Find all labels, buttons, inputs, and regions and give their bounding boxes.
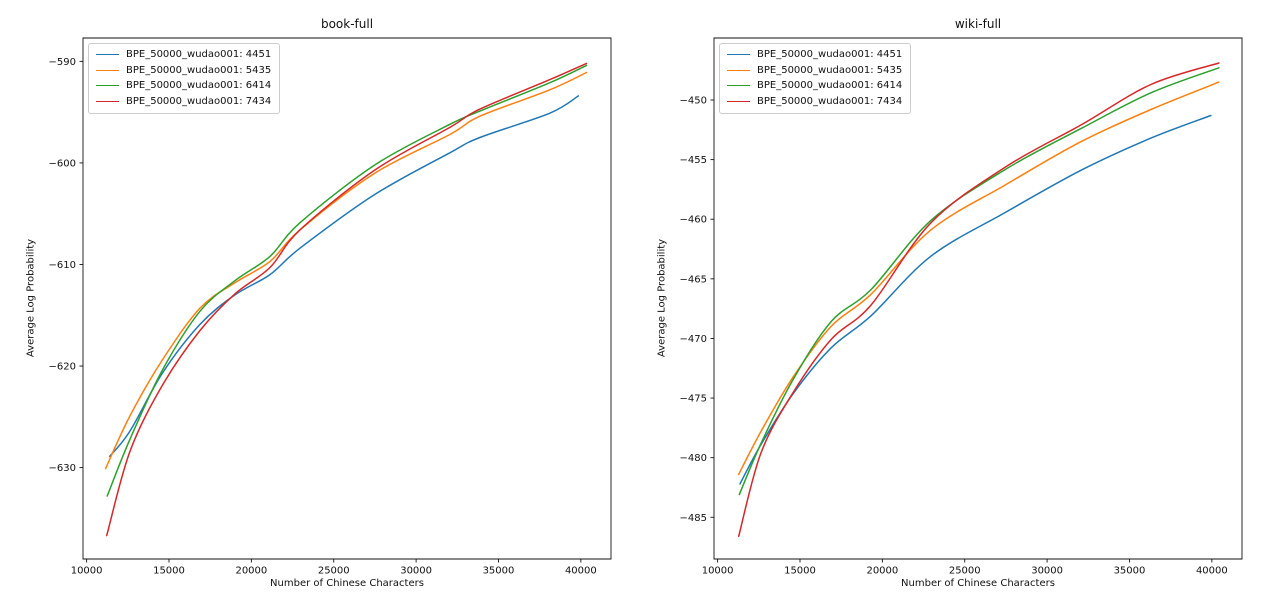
- x-tick-label: 40000: [565, 566, 597, 577]
- x-tick-label: 35000: [1114, 566, 1146, 577]
- y-tick-label: −470: [680, 334, 707, 345]
- x-tick-label: 10000: [71, 566, 103, 577]
- legend-line-swatch: [96, 54, 119, 56]
- x-axis-label: Number of Chinese Characters: [270, 578, 424, 589]
- legend-item: BPE_50000_wudao001: 7434: [727, 94, 902, 110]
- y-tick-label: −610: [49, 260, 76, 271]
- series-line: [737, 62, 1220, 538]
- x-tick-label: 25000: [949, 566, 981, 577]
- chart-title: wiki-full: [954, 17, 1002, 31]
- legend-label: BPE_50000_wudao001: 5435: [126, 64, 272, 76]
- y-axis: −450 −455 −460 −465 −470 −475 −480 −485: [680, 95, 714, 524]
- legend-item: BPE_50000_wudao001: 7434: [96, 94, 271, 110]
- legend: BPE_50000_wudao001: 4451 BPE_50000_wudao0…: [88, 43, 281, 114]
- series-line: [738, 67, 1220, 496]
- legend-item: BPE_50000_wudao001: 6414: [96, 78, 271, 94]
- x-tick-label: 35000: [483, 566, 515, 577]
- legend-line-swatch: [96, 69, 119, 71]
- y-tick-label: −450: [680, 95, 707, 106]
- legend-item: BPE_50000_wudao001: 4451: [727, 47, 902, 63]
- legend-label: BPE_50000_wudao001: 6414: [126, 80, 272, 91]
- y-axis-label: Average Log Probability: [656, 238, 668, 358]
- legend-line-swatch: [727, 54, 750, 56]
- legend-label: BPE_50000_wudao001: 7434: [126, 95, 272, 107]
- y-tick-label: −600: [49, 158, 76, 169]
- series-line: [106, 64, 588, 497]
- legend-item: BPE_50000_wudao001: 5435: [727, 63, 902, 79]
- series-line: [108, 95, 580, 458]
- legend-item: BPE_50000_wudao001: 4451: [96, 47, 271, 63]
- x-tick-label: 25000: [318, 566, 350, 577]
- x-tick-label: 15000: [784, 566, 816, 577]
- legend: BPE_50000_wudao001: 4451 BPE_50000_wudao0…: [719, 43, 912, 114]
- x-tick-label: 30000: [1031, 566, 1063, 577]
- y-tick-label: −460: [680, 215, 707, 226]
- x-tick-label: 40000: [1196, 566, 1228, 577]
- y-tick-label: −475: [680, 394, 707, 405]
- series-line: [739, 114, 1212, 485]
- series-lines: [104, 62, 588, 537]
- legend-line-swatch: [727, 69, 750, 71]
- legend-line-swatch: [727, 100, 750, 102]
- legend-item: BPE_50000_wudao001: 6414: [727, 78, 902, 94]
- legend-line-swatch: [96, 85, 119, 87]
- y-tick-label: −465: [680, 274, 707, 285]
- x-axis: 10000 15000 20000 25000 30000 35000 40000: [702, 559, 1228, 577]
- x-tick-label: 20000: [866, 566, 898, 577]
- legend-label: BPE_50000_wudao001: 6414: [757, 80, 903, 91]
- x-tick-label: 30000: [400, 566, 432, 577]
- y-tick-label: −590: [49, 57, 76, 68]
- legend-line-swatch: [727, 85, 750, 87]
- series-line: [105, 62, 588, 537]
- x-axis-label: Number of Chinese Characters: [901, 578, 1055, 589]
- x-tick-label: 10000: [702, 566, 734, 577]
- x-axis: 10000 15000 20000 25000 30000 35000 40000: [71, 559, 597, 577]
- legend-label: BPE_50000_wudao001: 4451: [126, 49, 272, 60]
- y-axis-label: Average Log Probability: [25, 238, 37, 358]
- legend-line-swatch: [96, 100, 119, 102]
- series-lines: [737, 62, 1220, 538]
- y-tick-label: −620: [49, 362, 76, 373]
- y-tick-label: −480: [680, 453, 707, 464]
- legend-label: BPE_50000_wudao001: 5435: [757, 64, 903, 76]
- chart-title: book-full: [320, 17, 374, 31]
- series-line: [104, 71, 588, 470]
- y-tick-label: −455: [680, 155, 707, 166]
- x-tick-label: 15000: [153, 566, 185, 577]
- legend-label: BPE_50000_wudao001: 7434: [757, 95, 903, 107]
- y-tick-label: −485: [680, 513, 707, 524]
- y-axis: −590 −600 −610 −620 −630: [49, 57, 83, 474]
- series-line: [737, 81, 1220, 476]
- x-tick-label: 20000: [235, 566, 267, 577]
- plot-spines: [82, 37, 612, 560]
- legend-label: BPE_50000_wudao001: 4451: [757, 49, 903, 60]
- plot-spines: [713, 37, 1243, 560]
- legend-item: BPE_50000_wudao001: 5435: [96, 63, 271, 79]
- y-tick-label: −630: [49, 463, 76, 474]
